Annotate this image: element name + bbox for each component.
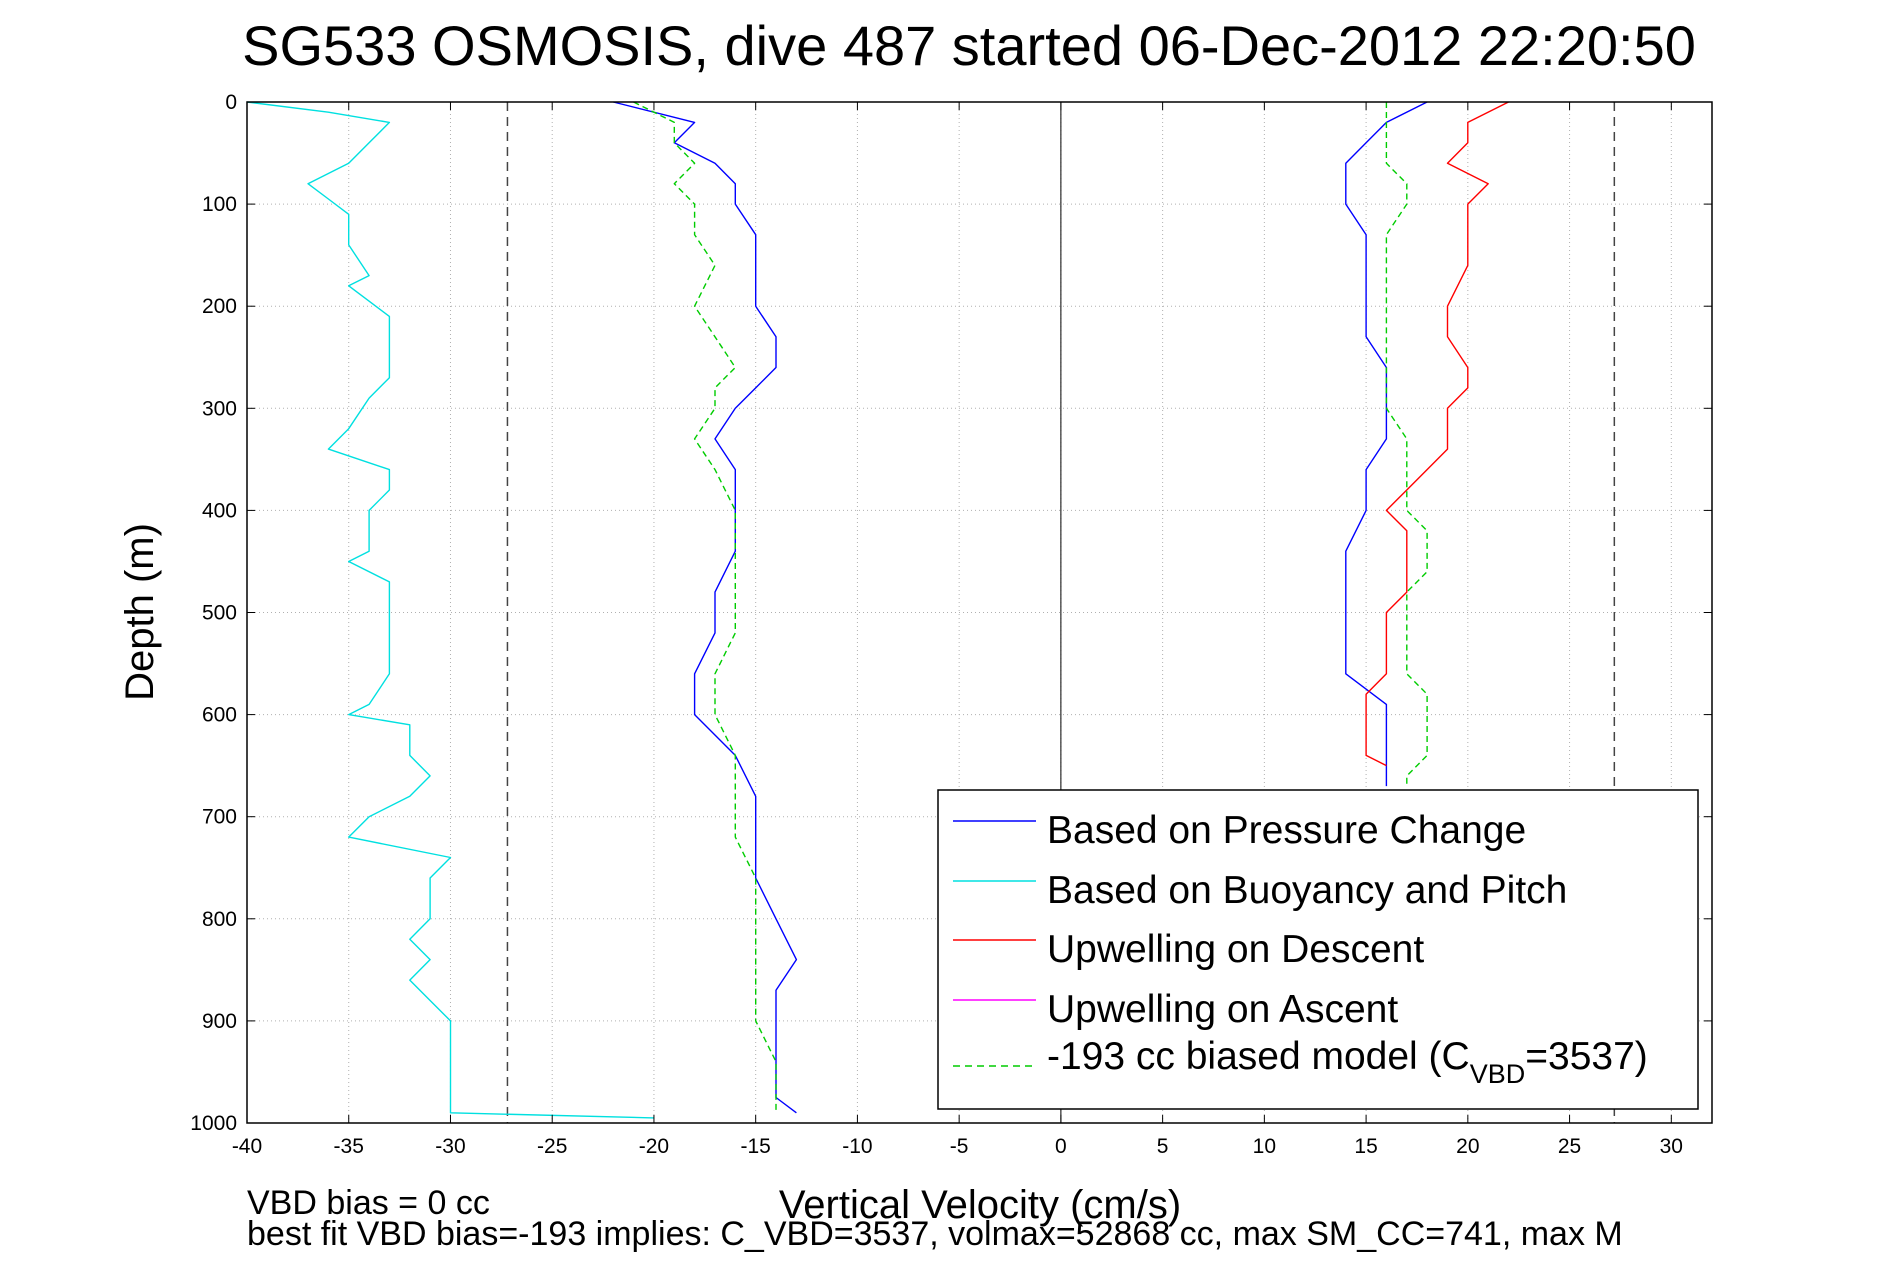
y-axis-label: Depth (m) — [118, 523, 162, 701]
x-tick-label: 25 — [1558, 1135, 1581, 1158]
legend-label-0: Based on Pressure Change — [1047, 809, 1526, 852]
legend-label-3: Upwelling on Ascent — [1047, 988, 1398, 1031]
y-tick-label: 700 — [202, 806, 237, 829]
y-tick-label: 800 — [202, 908, 237, 931]
footer-line-1: VBD bias = 0 cc — [247, 1184, 490, 1222]
legend-label-4-subscript: VBD — [1470, 1059, 1526, 1089]
axis-ticks: -40 -35 -30 -25 -20 -15 -10 -5 0 5 10 15 20 25 3001002… — [190, 91, 1712, 1158]
legend-label-4: -193 cc biased model (CVBD=3537) — [1047, 1035, 1648, 1089]
x-tick-label: -25 — [537, 1135, 567, 1158]
y-tick-label: 500 — [202, 602, 237, 625]
chart-title: SG533 OSMOSIS, dive 487 started 06-Dec-2… — [242, 14, 1696, 77]
x-tick-label: -35 — [334, 1135, 364, 1158]
legend-label-4-suffix: =3537) — [1525, 1035, 1648, 1078]
x-tick-label: -10 — [842, 1135, 872, 1158]
x-tick-label: -40 — [232, 1135, 262, 1158]
x-tick-label: 15 — [1354, 1135, 1377, 1158]
x-tick-label: 30 — [1660, 1135, 1683, 1158]
series-line-4 — [1385, 102, 1428, 787]
y-tick-label: 900 — [202, 1010, 237, 1033]
series-line-0 — [613, 101, 798, 1114]
y-tick-label: 300 — [202, 397, 237, 420]
x-tick-label: -20 — [639, 1135, 669, 1158]
x-tick-label: -15 — [741, 1135, 771, 1158]
x-axis-label: Vertical Velocity (cm/s) — [779, 1183, 1181, 1227]
x-tick-label: -30 — [435, 1135, 465, 1158]
legend: Based on Pressure Change Based on Buoyan… — [937, 789, 1699, 1110]
y-tick-label: 400 — [202, 499, 237, 522]
x-tick-label: 10 — [1253, 1135, 1276, 1158]
y-tick-label: 200 — [202, 295, 237, 318]
series-line-1 — [246, 101, 654, 1119]
footer-line-2: best fit VBD bias=-193 implies: C_VBD=35… — [247, 1215, 1623, 1253]
legend-label-1: Based on Buoyancy and Pitch — [1047, 869, 1567, 912]
x-tick-label: -5 — [950, 1135, 969, 1158]
y-tick-label: 100 — [202, 193, 237, 216]
series-lines — [246, 101, 1509, 1119]
legend-box — [937, 789, 1699, 1110]
y-tick-label: 600 — [202, 704, 237, 727]
x-tick-label: 5 — [1157, 1135, 1169, 1158]
series-line-2 — [1365, 101, 1509, 767]
legend-label-4-main: -193 cc biased model (C — [1047, 1035, 1470, 1078]
x-tick-label: 0 — [1055, 1135, 1067, 1158]
legend-label-2: Upwelling on Descent — [1047, 928, 1424, 971]
y-tick-label: 0 — [225, 91, 237, 114]
y-tick-label: 1000 — [190, 1112, 237, 1135]
series-line-4 — [633, 101, 777, 1113]
x-tick-label: 20 — [1456, 1135, 1479, 1158]
